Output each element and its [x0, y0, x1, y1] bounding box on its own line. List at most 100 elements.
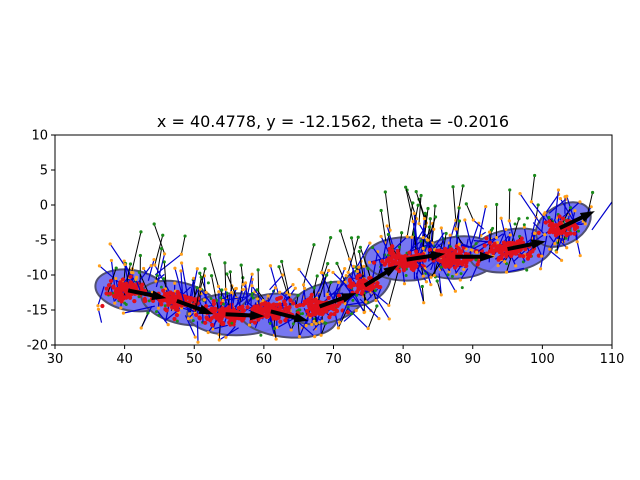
observation-ray: [320, 323, 327, 336]
particle: [482, 243, 487, 248]
observation-ray: [347, 237, 359, 273]
particle: [108, 291, 113, 296]
measurement-line: [556, 235, 564, 253]
observation-point: [474, 242, 478, 246]
measurement-line: [212, 324, 228, 330]
landmark-point: [344, 274, 348, 278]
measurement-line: [378, 259, 384, 275]
observation-ray: [427, 216, 437, 241]
observation-point: [324, 321, 328, 325]
landmark-point: [347, 257, 352, 261]
measurement-line: [225, 326, 236, 338]
measurement-line: [97, 286, 105, 306]
landmark-point: [583, 222, 587, 226]
particle: [519, 236, 524, 241]
observation-point: [457, 219, 462, 223]
particle: [309, 313, 314, 318]
measurement-line: [459, 268, 469, 281]
particle: [516, 249, 521, 254]
observation-point: [220, 288, 224, 292]
landmark-point: [336, 326, 340, 330]
particle: [500, 251, 505, 256]
landmark-point: [447, 270, 451, 274]
landmark-point: [234, 286, 238, 291]
observation-point: [325, 273, 329, 277]
observation-point: [225, 272, 229, 276]
measurement-line: [426, 271, 432, 285]
landmark-point: [463, 218, 467, 222]
observation-point: [251, 296, 255, 300]
particle: [517, 253, 523, 258]
measurement-line: [474, 237, 497, 249]
particle: [572, 227, 578, 232]
landmark-point: [503, 259, 507, 264]
landmark-point: [417, 222, 421, 226]
particle: [186, 295, 191, 300]
landmark-point: [542, 212, 546, 216]
observation-point: [446, 273, 450, 277]
measurement-line: [181, 307, 196, 313]
observation-point: [159, 285, 163, 289]
landmark-point: [195, 267, 199, 271]
landmark-point: [387, 303, 391, 307]
observation-point: [215, 298, 219, 302]
observation-point: [195, 286, 199, 290]
landmark-point: [504, 227, 508, 232]
observation-point: [439, 265, 443, 269]
observation-point: [329, 280, 333, 284]
landmark-point: [216, 284, 221, 289]
landmark-point: [268, 264, 273, 268]
landmark-point: [589, 205, 593, 209]
observation-point: [356, 235, 360, 239]
landmark-point: [97, 264, 102, 268]
particle: [547, 219, 552, 224]
measurement-line: [339, 268, 346, 281]
landmark-point: [320, 319, 324, 323]
measurement-line: [472, 219, 485, 230]
particle: [313, 297, 318, 303]
observation-ray: [303, 244, 315, 285]
particle: [403, 260, 408, 265]
observation-point: [155, 273, 159, 277]
landmark-point: [532, 231, 536, 235]
particle: [124, 295, 129, 300]
observation-point: [272, 326, 277, 331]
landmark-point: [499, 216, 503, 220]
observation-ray: [388, 267, 400, 306]
particle: [220, 321, 225, 327]
particle: [276, 296, 282, 301]
observation-point: [349, 236, 354, 240]
observation-point: [154, 310, 158, 314]
measurement-line: [298, 269, 314, 289]
measurement-line: [519, 193, 541, 224]
particle: [536, 230, 541, 235]
landmark-point: [484, 204, 488, 209]
particle: [560, 216, 566, 221]
particle: [497, 255, 502, 261]
observation-point: [250, 291, 254, 295]
observation-ray: [380, 210, 387, 243]
y-tick-label: 10: [31, 129, 48, 144]
landmark-point: [518, 192, 522, 196]
particle: [228, 307, 234, 312]
particle: [414, 249, 419, 254]
measurement-line: [591, 200, 612, 231]
landmark-point: [508, 233, 512, 237]
observation-point: [138, 253, 142, 258]
landmark-point: [471, 218, 475, 222]
landmark-point: [179, 269, 183, 273]
observation-ray: [426, 226, 430, 240]
landmark-point: [578, 253, 582, 258]
particle: [252, 320, 258, 325]
particle: [128, 280, 133, 285]
particle: [283, 318, 288, 323]
landmark-point: [538, 267, 543, 271]
measurement-line: [413, 213, 418, 247]
landmark-point: [325, 292, 329, 296]
observation-point: [419, 193, 423, 198]
landmark-point: [432, 273, 436, 277]
landmark-point: [422, 301, 426, 305]
observation-point: [420, 284, 424, 289]
landmark-point: [255, 297, 260, 301]
observation-ray: [422, 208, 429, 249]
